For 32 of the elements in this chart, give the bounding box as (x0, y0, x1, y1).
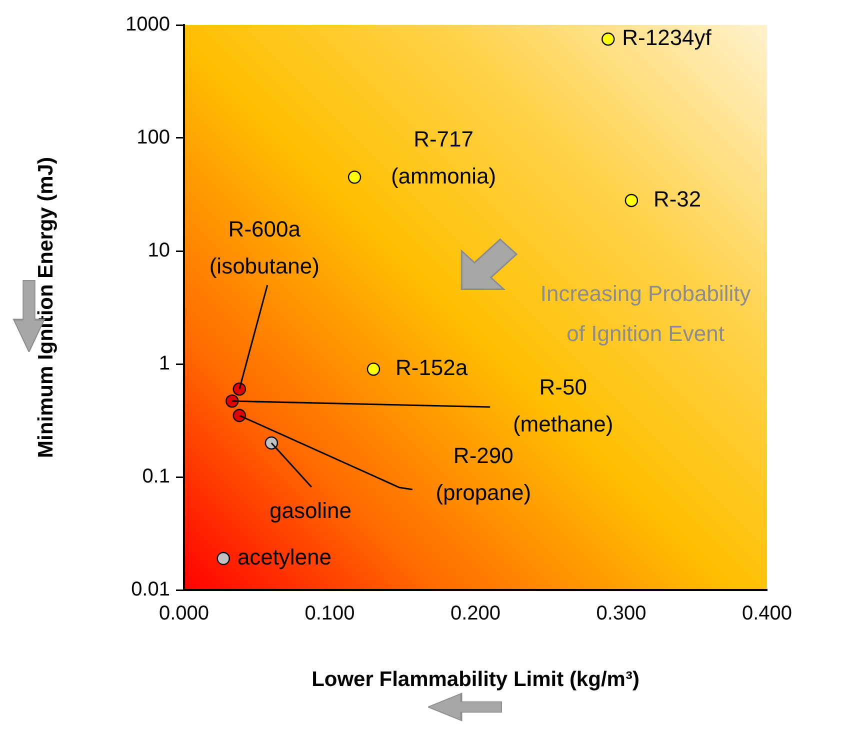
x-tick-label: 0.100 (304, 602, 355, 625)
y-tick-label: 1 (158, 352, 170, 375)
annotation: R-1234yf (622, 25, 712, 50)
annotation: gasoline (269, 498, 352, 524)
annotation: R-152a (395, 355, 468, 380)
point (348, 170, 362, 184)
y-tick-label: 100 (136, 126, 170, 149)
point (232, 408, 246, 422)
point (602, 32, 615, 46)
point (264, 436, 278, 450)
y-tick-label: 0.01 (131, 578, 170, 601)
x-tick-label: 0.200 (450, 602, 501, 625)
y-axis-title: Minimum Ignition Energy (mJ) (34, 156, 58, 458)
x-tick-label: 0.400 (742, 602, 792, 625)
annotation: R-290 (propane) (436, 443, 532, 506)
annotation: Increasing Probability of Ignition Event (539, 280, 752, 348)
annotation: R-50 (methane) (512, 374, 614, 437)
annotation: R-32 (653, 186, 702, 212)
annotation: R-600a (isobutane) (209, 216, 320, 279)
x-axis-title: Lower Flammability Limit (kg/m³) (312, 668, 640, 692)
point (624, 194, 638, 208)
point (366, 362, 380, 376)
annotation: R-717 (ammonia) (390, 126, 496, 189)
point (232, 382, 246, 396)
x-tick-label: 0.300 (596, 602, 646, 625)
point (216, 552, 230, 566)
y-tick-label: 0.1 (142, 466, 170, 488)
point (226, 394, 239, 408)
y-tick-label: 10 (148, 240, 170, 262)
y-tick-label: 1000 (126, 14, 170, 36)
x-tick-label: 0.000 (158, 602, 210, 625)
annotation: acetylene (237, 544, 332, 570)
